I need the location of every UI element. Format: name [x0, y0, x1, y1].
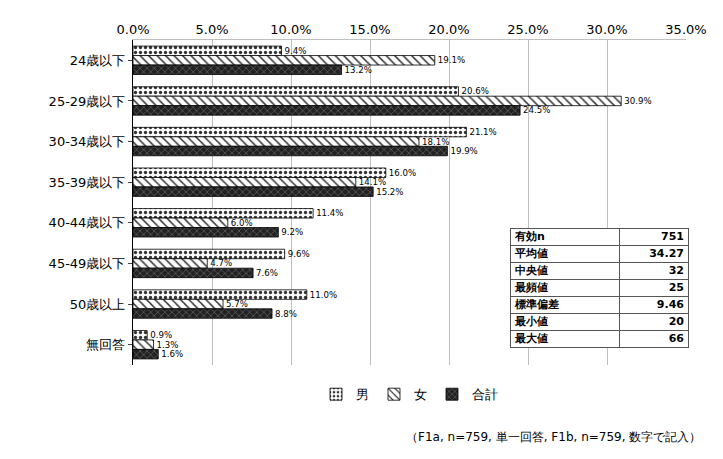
html-text:最大値: 最大値	[515, 332, 548, 345]
svg-text:18.1%: 18.1%	[422, 137, 449, 147]
html-text:751: 751	[661, 230, 684, 243]
svg-text:7.6%: 7.6%	[256, 268, 278, 278]
svg-text:21.1%: 21.1%	[469, 127, 496, 137]
svg-text:50歳以上: 50歳以上	[70, 297, 126, 312]
html-text:最頻値: 最頻値	[515, 281, 548, 294]
html-text:34.27: 34.27	[649, 247, 684, 260]
svg-text:0.9%: 0.9%	[150, 330, 172, 340]
html-text:20: 20	[668, 315, 684, 328]
svg-text:16.0%: 16.0%	[389, 168, 416, 178]
svg-text:5.0%: 5.0%	[195, 22, 228, 37]
svg-text:1.6%: 1.6%	[161, 349, 183, 359]
svg-text:9.2%: 9.2%	[281, 227, 303, 237]
svg-text:35-39歳以下: 35-39歳以下	[49, 175, 126, 190]
svg-text:20.0%: 20.0%	[428, 22, 469, 37]
svg-text:19.9%: 19.9%	[450, 146, 477, 156]
html-text:有効n: 有効n	[515, 230, 545, 243]
svg-text:無回答: 無回答	[86, 337, 125, 352]
html-text:中央値: 中央値	[515, 264, 548, 277]
svg-text:20.6%: 20.6%	[461, 86, 488, 96]
svg-text:30.9%: 30.9%	[624, 96, 651, 106]
svg-text:15.2%: 15.2%	[376, 187, 403, 197]
svg-text:11.0%: 11.0%	[310, 290, 337, 300]
svg-text:25-29歳以下: 25-29歳以下	[49, 93, 126, 108]
svg-text:14.1%: 14.1%	[359, 177, 386, 187]
svg-text:0.0%: 0.0%	[116, 22, 149, 37]
svg-text:30-34歳以下: 30-34歳以下	[49, 134, 126, 149]
html-text:25: 25	[668, 281, 684, 294]
svg-text:9.6%: 9.6%	[288, 249, 310, 259]
svg-text:1.3%: 1.3%	[157, 340, 179, 350]
svg-text:合計: 合計	[472, 387, 498, 402]
svg-text:男: 男	[356, 387, 369, 402]
svg-text:6.0%: 6.0%	[231, 218, 253, 228]
svg-text:（F1a, n=759, 単一回答, F1b, n=759,: （F1a, n=759, 単一回答, F1b, n=759, 数字で記入）	[406, 430, 701, 444]
svg-text:45-49歳以下: 45-49歳以下	[49, 256, 126, 271]
html-text:標準偏差: 標準偏差	[515, 298, 559, 311]
svg-text:女: 女	[414, 387, 427, 402]
html-text:9.46: 9.46	[656, 298, 684, 311]
svg-text:4.7%: 4.7%	[210, 258, 232, 268]
svg-text:15.0%: 15.0%	[349, 22, 390, 37]
svg-text:25.0%: 25.0%	[507, 22, 548, 37]
svg-text:10.0%: 10.0%	[270, 22, 311, 37]
svg-text:11.4%: 11.4%	[316, 208, 343, 218]
svg-text:9.4%: 9.4%	[285, 46, 307, 56]
svg-text:40-44歳以下: 40-44歳以下	[49, 215, 126, 230]
svg-text:24.5%: 24.5%	[523, 105, 550, 115]
svg-text:19.1%: 19.1%	[438, 55, 465, 65]
html-text:66: 66	[668, 332, 684, 345]
html-text:平均値: 平均値	[515, 247, 548, 260]
svg-text:8.8%: 8.8%	[275, 309, 297, 319]
svg-text:24歳以下: 24歳以下	[70, 53, 126, 68]
html-text:最小値: 最小値	[515, 315, 548, 328]
svg-text:5.7%: 5.7%	[226, 299, 248, 309]
svg-text:35.0%: 35.0%	[665, 22, 706, 37]
html-text:32: 32	[668, 264, 684, 277]
svg-text:13.2%: 13.2%	[345, 65, 372, 75]
svg-text:30.0%: 30.0%	[586, 22, 627, 37]
